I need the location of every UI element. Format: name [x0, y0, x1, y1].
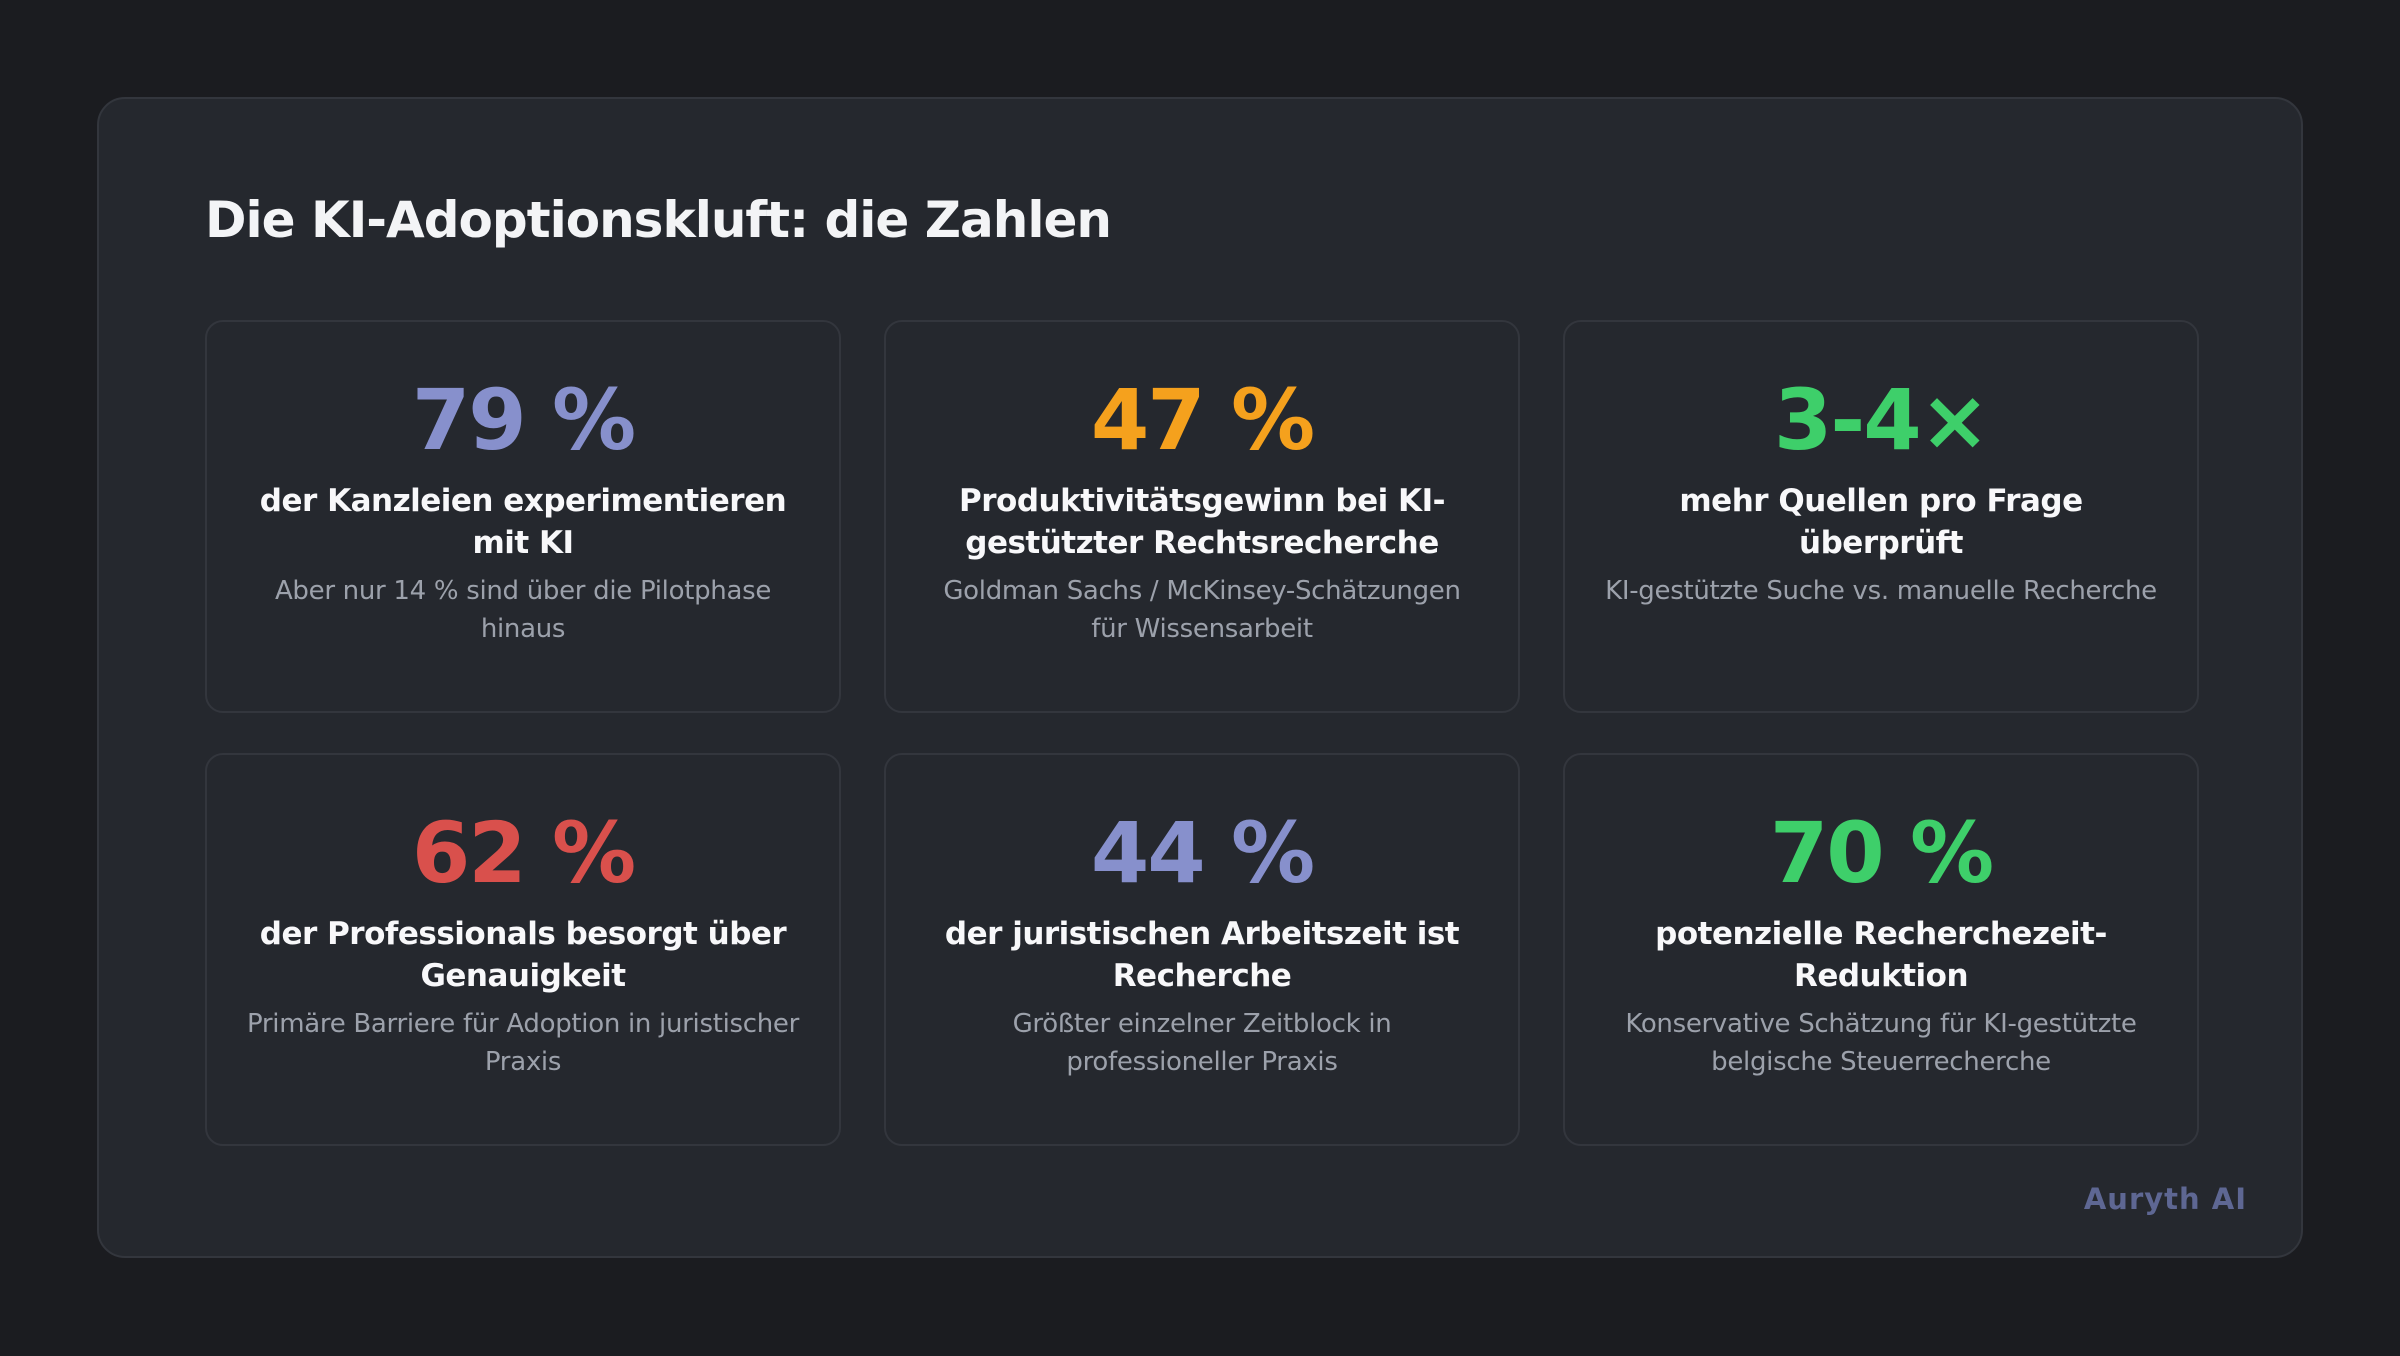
page-title: Die KI-Adoptionskluft: die Zahlen — [205, 191, 1112, 249]
stats-grid: 79 % der Kanzleien experimentieren mit KI… — [205, 320, 2199, 1146]
stat-subtext: Größter einzelner Zeitblock in professio… — [1012, 1009, 1392, 1077]
stat-subtext: Aber nur 14 % sind über die Pilotphase h… — [274, 576, 772, 644]
stat-value: 44 % — [1090, 804, 1315, 902]
stat-subtext: Goldman Sachs / McKinsey-Schätzungen für… — [943, 576, 1461, 644]
stat-card: 47 % Produktivitätsgewinn bei KI-gestützt… — [884, 320, 1520, 713]
stat-subtext: Primäre Barriere für Adoption in juristi… — [247, 1009, 800, 1077]
stat-card: 44 % der juristischen Arbeitszeit ist Rec… — [884, 753, 1520, 1146]
stat-card: 3-4× mehr Quellen pro Frage überprüft KI-g… — [1563, 320, 2199, 713]
stat-label: der Kanzleien experimentieren mit KI — [259, 483, 787, 561]
stat-card: 70 % potenzielle Recherchezeit-Reduktion K… — [1563, 753, 2199, 1146]
stat-label: der juristischen Arbeitszeit ist Recherc… — [944, 916, 1460, 994]
stat-subtext: Konservative Schätzung für KI-gestützte … — [1625, 1009, 2137, 1077]
stat-card: 62 % der Professionals besorgt über Genau… — [205, 753, 841, 1146]
stats-panel: Die KI-Adoptionskluft: die Zahlen 79 % de… — [97, 97, 2303, 1258]
stat-value: 47 % — [1090, 371, 1315, 469]
stat-label: Produktivitätsgewinn bei KI-gestützter R… — [959, 483, 1445, 561]
stat-subtext: KI-gestützte Suche vs. manuelle Recherch… — [1605, 576, 2157, 606]
stat-value: 70 % — [1769, 804, 1994, 902]
brand-watermark: Auryth AI — [2083, 1182, 2247, 1216]
stat-label: der Professionals besorgt über Genauigke… — [259, 916, 787, 994]
stat-value: 62 % — [411, 804, 636, 902]
stat-value: 79 % — [411, 371, 636, 469]
stat-value: 3-4× — [1773, 371, 1990, 469]
stat-card: 79 % der Kanzleien experimentieren mit KI… — [205, 320, 841, 713]
stat-label: potenzielle Recherchezeit-Reduktion — [1655, 916, 2107, 994]
stat-label: mehr Quellen pro Frage überprüft — [1679, 483, 2083, 561]
